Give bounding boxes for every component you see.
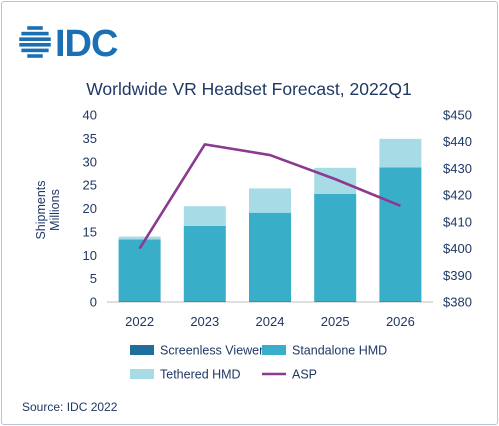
axes: 0 5 10 15 20 25 30 35 40 $380 $390 $400 $410 $420 $430…	[83, 108, 472, 310]
legend-item: Tethered HMD	[130, 368, 241, 382]
legend-item: Standalone HMD	[262, 344, 387, 358]
y-tick-label: 30	[83, 154, 97, 169]
legend-swatch	[130, 345, 154, 355]
y2-tick-label: $430	[443, 161, 472, 176]
y-tick-label: 35	[83, 131, 97, 146]
legend-item: ASP	[262, 368, 317, 382]
globe-stripe	[19, 43, 51, 47]
y-tick-label: 40	[83, 108, 97, 123]
legend-swatch	[262, 345, 286, 355]
bar-standalone-hmd	[314, 194, 357, 302]
y2-tick-label: $380	[443, 295, 472, 310]
y2-tick-label: $400	[443, 241, 472, 256]
globe-stripe	[19, 37, 51, 41]
y2-tick-label: $420	[443, 188, 472, 203]
y2-tick-label: $450	[443, 108, 472, 123]
bar-tethered-hmd	[249, 188, 291, 213]
bar-standalone-hmd	[249, 212, 291, 302]
globe-stripe	[21, 48, 49, 53]
y-tick-label: 5	[90, 271, 97, 286]
y-tick-label: 25	[83, 178, 97, 193]
legend-item: Screenless Viewer	[130, 344, 263, 358]
globe-stripe	[27, 26, 43, 30]
idc-logo: IDC	[19, 23, 119, 65]
globe-icon	[19, 26, 51, 58]
y-axis-title-line2: Millions	[48, 189, 62, 231]
bar-tethered-hmd	[118, 236, 161, 240]
y-tick-label: 0	[90, 295, 97, 310]
chart-title: Worldwide VR Headset Forecast, 2022Q1	[86, 79, 412, 99]
asp-line	[138, 143, 401, 250]
bar-standalone-hmd	[183, 225, 226, 302]
y2-tick-label: $390	[443, 268, 472, 283]
bar-tethered-hmd	[379, 138, 422, 168]
bar-standalone-hmd	[118, 239, 161, 302]
x-tick-label: 2024	[256, 314, 285, 329]
bar-tethered-hmd	[183, 206, 226, 226]
legend-label: Screenless Viewer	[160, 344, 263, 358]
globe-stripe	[27, 54, 43, 58]
legend-label: ASP	[292, 368, 317, 382]
asp-line-path	[138, 143, 401, 250]
legend-label: Tethered HMD	[160, 368, 241, 382]
source-note: Source: IDC 2022	[22, 400, 118, 414]
x-tick-label: 2026	[386, 314, 415, 329]
logo-text: IDC	[55, 23, 118, 65]
bar-tethered-hmd	[314, 167, 357, 195]
globe-stripe	[21, 31, 49, 36]
x-tick-label: 2025	[321, 314, 350, 329]
y-tick-label: 15	[83, 224, 97, 239]
y2-tick-label: $440	[443, 134, 472, 149]
x-axis-ticks: 2022 2023 2024 2025 2026	[125, 314, 415, 329]
legend: Screenless Viewer Standalone HMD Tethered …	[130, 344, 387, 382]
x-tick-label: 2022	[125, 314, 154, 329]
x-tick-label: 2023	[190, 314, 219, 329]
bars	[118, 138, 422, 302]
y-axis-title: Shipments Millions	[34, 180, 62, 239]
legend-label: Standalone HMD	[292, 344, 387, 358]
y-tick-label: 20	[83, 201, 97, 216]
bar-standalone-hmd	[379, 167, 422, 302]
y-tick-label: 10	[83, 248, 97, 263]
y-axis-title-line1: Shipments	[34, 180, 48, 239]
y2-tick-label: $410	[443, 214, 472, 229]
legend-swatch	[130, 369, 154, 379]
